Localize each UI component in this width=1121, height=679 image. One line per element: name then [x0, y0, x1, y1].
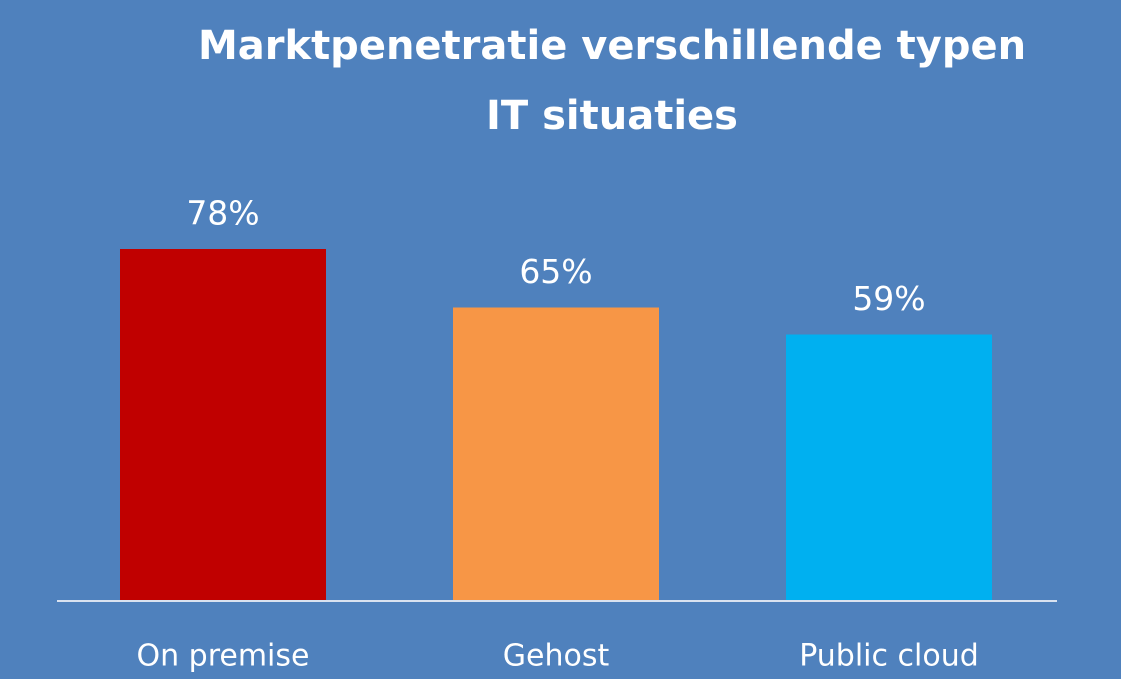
x-tick-label: On premise	[137, 639, 310, 674]
x-tick-label: Gehost	[503, 639, 610, 674]
data-label: 65%	[519, 252, 592, 291]
bar	[786, 334, 992, 600]
chart-title: IT situaties	[486, 93, 738, 139]
x-tick-label: Public cloud	[799, 639, 979, 674]
chart-title: Marktpenetratie verschillende typen	[198, 23, 1026, 69]
data-label: 59%	[852, 279, 925, 318]
data-label: 78%	[186, 194, 259, 233]
bar	[453, 307, 659, 600]
bar	[120, 249, 326, 600]
